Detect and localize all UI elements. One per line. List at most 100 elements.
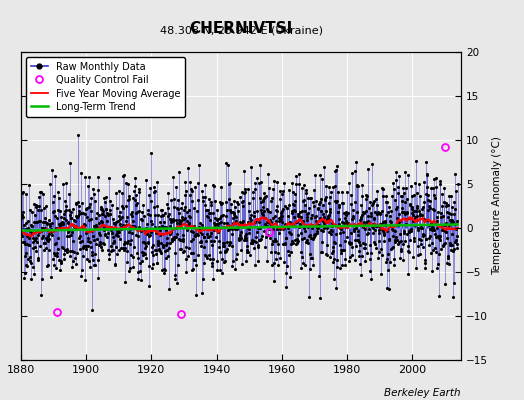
Point bbox=[221, 249, 230, 255]
Point bbox=[314, 222, 322, 228]
Point bbox=[397, 192, 405, 199]
Point bbox=[57, 214, 66, 220]
Point bbox=[92, 215, 100, 221]
Point bbox=[344, 210, 352, 216]
Point bbox=[315, 199, 324, 205]
Point bbox=[66, 248, 74, 254]
Point bbox=[387, 246, 396, 252]
Point bbox=[145, 282, 153, 289]
Point bbox=[294, 224, 303, 230]
Point bbox=[279, 226, 287, 232]
Point bbox=[110, 238, 118, 244]
Point bbox=[396, 218, 404, 224]
Point bbox=[279, 240, 288, 247]
Point bbox=[416, 212, 424, 218]
Point bbox=[258, 233, 266, 239]
Point bbox=[198, 231, 206, 238]
Point bbox=[29, 264, 37, 270]
Point bbox=[181, 192, 189, 198]
Point bbox=[70, 222, 78, 229]
Point bbox=[261, 194, 269, 201]
Point bbox=[180, 248, 189, 254]
Point bbox=[147, 249, 156, 256]
Point bbox=[453, 245, 461, 251]
Point bbox=[410, 235, 418, 241]
Point bbox=[288, 208, 296, 214]
Point bbox=[62, 217, 70, 223]
Point bbox=[151, 212, 160, 219]
Point bbox=[108, 234, 117, 240]
Point bbox=[177, 237, 185, 243]
Point bbox=[433, 225, 442, 232]
Point bbox=[28, 209, 36, 216]
Point bbox=[309, 262, 318, 268]
Point bbox=[369, 230, 378, 236]
Point bbox=[180, 206, 188, 213]
Point bbox=[212, 217, 221, 224]
Point bbox=[383, 256, 391, 262]
Point bbox=[124, 268, 133, 274]
Point bbox=[332, 231, 340, 238]
Point bbox=[66, 160, 74, 166]
Point bbox=[290, 206, 298, 213]
Point bbox=[196, 239, 204, 246]
Point bbox=[106, 226, 115, 233]
Point bbox=[233, 225, 242, 232]
Point bbox=[407, 228, 416, 234]
Point bbox=[298, 254, 307, 260]
Point bbox=[72, 201, 80, 207]
Point bbox=[111, 244, 119, 250]
Point bbox=[379, 231, 388, 237]
Point bbox=[83, 205, 91, 212]
Point bbox=[134, 232, 143, 239]
Point bbox=[163, 200, 171, 207]
Point bbox=[42, 263, 51, 270]
Point bbox=[18, 190, 26, 196]
Point bbox=[366, 255, 374, 262]
Point bbox=[417, 222, 425, 228]
Point bbox=[201, 252, 209, 259]
Point bbox=[152, 230, 160, 237]
Point bbox=[348, 243, 356, 250]
Point bbox=[283, 204, 291, 211]
Point bbox=[398, 198, 407, 204]
Point bbox=[29, 245, 37, 252]
Point bbox=[209, 256, 217, 263]
Point bbox=[268, 241, 276, 248]
Point bbox=[247, 237, 256, 244]
Point bbox=[411, 180, 419, 186]
Point bbox=[344, 240, 353, 246]
Point bbox=[95, 212, 103, 218]
Point bbox=[84, 242, 92, 249]
Point bbox=[114, 246, 123, 253]
Point bbox=[267, 221, 276, 227]
Point bbox=[412, 212, 421, 219]
Point bbox=[363, 250, 371, 256]
Point bbox=[168, 237, 176, 244]
Point bbox=[446, 193, 455, 200]
Point bbox=[365, 219, 373, 226]
Point bbox=[104, 246, 113, 253]
Point bbox=[267, 219, 275, 226]
Point bbox=[447, 220, 455, 226]
Point bbox=[209, 210, 217, 216]
Point bbox=[351, 236, 359, 243]
Point bbox=[231, 265, 239, 272]
Point bbox=[292, 219, 301, 225]
Point bbox=[316, 196, 325, 202]
Point bbox=[331, 240, 339, 246]
Point bbox=[210, 238, 219, 244]
Point bbox=[261, 234, 270, 240]
Point bbox=[115, 216, 124, 222]
Point bbox=[157, 240, 165, 246]
Point bbox=[121, 239, 129, 245]
Point bbox=[321, 196, 330, 202]
Point bbox=[290, 202, 299, 208]
Point bbox=[333, 198, 342, 204]
Point bbox=[312, 213, 320, 219]
Point bbox=[47, 229, 55, 235]
Point bbox=[301, 207, 309, 214]
Point bbox=[128, 208, 137, 215]
Point bbox=[328, 227, 336, 234]
Point bbox=[287, 230, 296, 237]
